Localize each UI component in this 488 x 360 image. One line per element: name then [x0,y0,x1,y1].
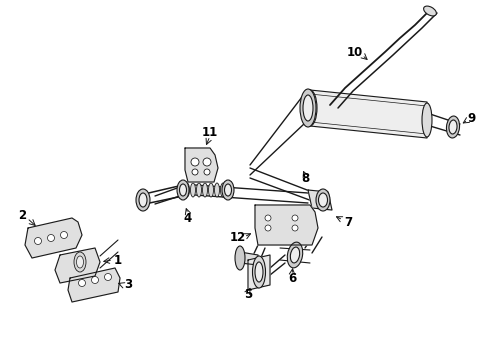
Ellipse shape [136,189,150,211]
Circle shape [203,158,210,166]
Polygon shape [240,252,258,265]
Circle shape [79,279,85,287]
Ellipse shape [202,183,207,197]
Ellipse shape [303,90,316,126]
Ellipse shape [235,246,244,270]
Polygon shape [68,268,120,302]
Ellipse shape [446,116,459,138]
Circle shape [47,234,54,242]
Ellipse shape [190,183,195,197]
Polygon shape [247,255,269,290]
Circle shape [104,274,111,280]
Ellipse shape [196,183,201,197]
Ellipse shape [286,242,302,268]
Ellipse shape [76,256,83,268]
Ellipse shape [208,183,213,197]
Ellipse shape [139,193,147,207]
Circle shape [192,169,198,175]
Text: 8: 8 [300,171,308,185]
Text: 3: 3 [123,279,132,292]
Ellipse shape [299,89,315,127]
Polygon shape [309,90,426,138]
Polygon shape [25,218,82,258]
Ellipse shape [318,193,327,207]
Text: 10: 10 [346,45,363,59]
Circle shape [191,158,199,166]
Polygon shape [254,205,317,245]
Circle shape [264,225,270,231]
Circle shape [35,238,41,244]
Polygon shape [55,248,100,283]
Text: 4: 4 [183,212,192,225]
Text: 1: 1 [114,253,122,266]
Ellipse shape [179,184,186,196]
Text: 9: 9 [467,112,475,125]
Ellipse shape [254,262,263,282]
Text: 7: 7 [343,216,351,229]
Ellipse shape [315,189,329,211]
Circle shape [203,169,209,175]
Ellipse shape [423,6,435,16]
Ellipse shape [220,183,225,197]
Polygon shape [307,190,331,210]
Circle shape [291,225,297,231]
Text: 5: 5 [244,288,252,302]
Text: 2: 2 [18,208,26,221]
Polygon shape [184,148,218,182]
Circle shape [264,215,270,221]
Circle shape [91,276,98,284]
Ellipse shape [184,183,189,197]
Ellipse shape [214,183,219,197]
Ellipse shape [74,252,86,272]
Ellipse shape [252,256,265,288]
Ellipse shape [421,103,431,137]
Text: 6: 6 [287,271,296,284]
Ellipse shape [224,184,231,196]
Ellipse shape [303,95,312,121]
Circle shape [291,215,297,221]
Ellipse shape [177,180,189,200]
Ellipse shape [290,247,299,263]
Ellipse shape [222,180,234,200]
Text: 11: 11 [202,126,218,139]
Ellipse shape [448,120,456,134]
Circle shape [61,231,67,239]
Text: 12: 12 [229,230,245,243]
